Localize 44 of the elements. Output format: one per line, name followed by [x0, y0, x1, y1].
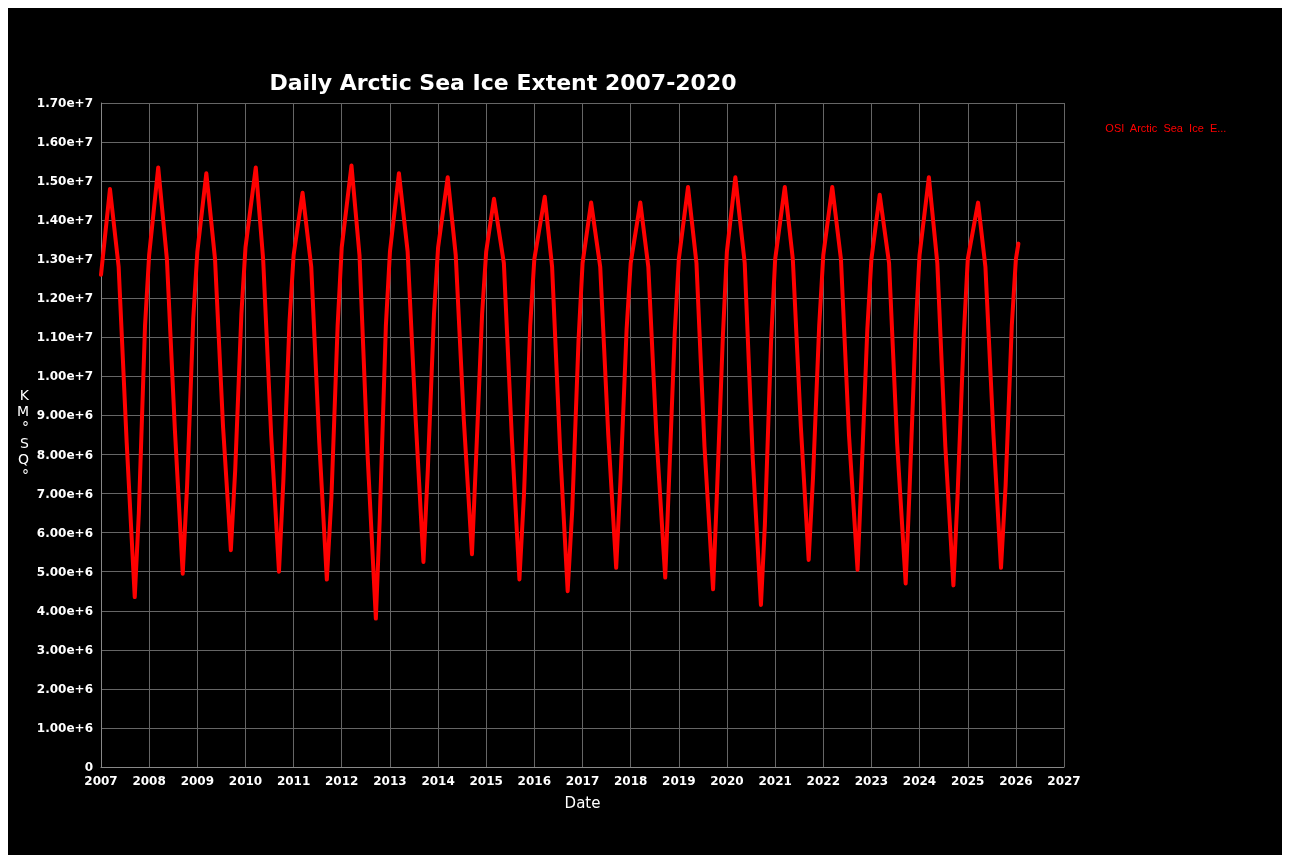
x-tick-label: 2024 — [902, 774, 937, 788]
x-tick-label: 2008 — [132, 774, 166, 788]
x-tick-label: 2007 — [84, 774, 118, 788]
text: OSI Arctic Sea Ice E... — [1105, 122, 1227, 134]
x-tick-label: 2012 — [325, 774, 359, 788]
y-tick-label: 7.00e+6 — [36, 486, 93, 501]
x-tick-label: 2017 — [565, 774, 600, 788]
y-tick-label: 9.00e+6 — [36, 408, 93, 423]
x-tick-label: 2016 — [517, 774, 552, 788]
line-series — [99, 163, 1021, 621]
x-tick-label: 2021 — [758, 774, 792, 788]
x-tick-label: 2025 — [951, 774, 985, 788]
y-tick-label: 5.00e+6 — [36, 564, 93, 579]
y-tick-label: 1.20e+7 — [36, 291, 93, 306]
y-tick-label: 1.40e+7 — [36, 213, 93, 228]
x-tick-label: 2023 — [854, 774, 889, 788]
y-tick-label: 1.70e+7 — [36, 96, 93, 110]
y-tick-label: 8.00e+6 — [36, 447, 93, 462]
y-tick-label: 1.50e+7 — [36, 174, 93, 189]
x-tick-label: 2013 — [373, 774, 407, 788]
y-tick-label: 1.00e+7 — [36, 369, 93, 384]
y-axis-title: KM°SQ° — [16, 387, 30, 483]
x-tick-label: 2022 — [806, 774, 840, 788]
y-tick-label: 1.30e+7 — [36, 252, 93, 267]
y-tick-label: 1.00e+6 — [36, 720, 93, 735]
x-tick-label: 2015 — [469, 774, 503, 788]
x-tick-label: 2026 — [999, 774, 1033, 788]
x-tick-label: 2014 — [421, 774, 455, 788]
y-tick-label: 2.00e+6 — [36, 681, 93, 696]
x-tick-label: 2011 — [276, 774, 311, 788]
x-tick-label: 2010 — [228, 774, 263, 788]
x-tick-label: 2027 — [1047, 774, 1081, 788]
y-tick-label: 1.10e+7 — [36, 330, 93, 345]
chart-title: Daily Arctic Sea Ice Extent 2007-2020 — [269, 69, 737, 95]
y-tick-label: 1.60e+7 — [36, 135, 93, 150]
x-tick-label: 2009 — [180, 774, 215, 788]
y-tick-label: 3.00e+6 — [36, 642, 93, 657]
y-tick-label: 4.00e+6 — [36, 603, 93, 618]
x-axis-title: Date — [564, 793, 601, 812]
x-tick-label: 2020 — [710, 774, 744, 788]
x-tick-label: 2019 — [662, 774, 696, 788]
y-tick-label: 6.00e+6 — [36, 525, 93, 540]
y-tick-label: 0 — [84, 760, 93, 774]
x-tick-label: 2018 — [613, 774, 648, 788]
